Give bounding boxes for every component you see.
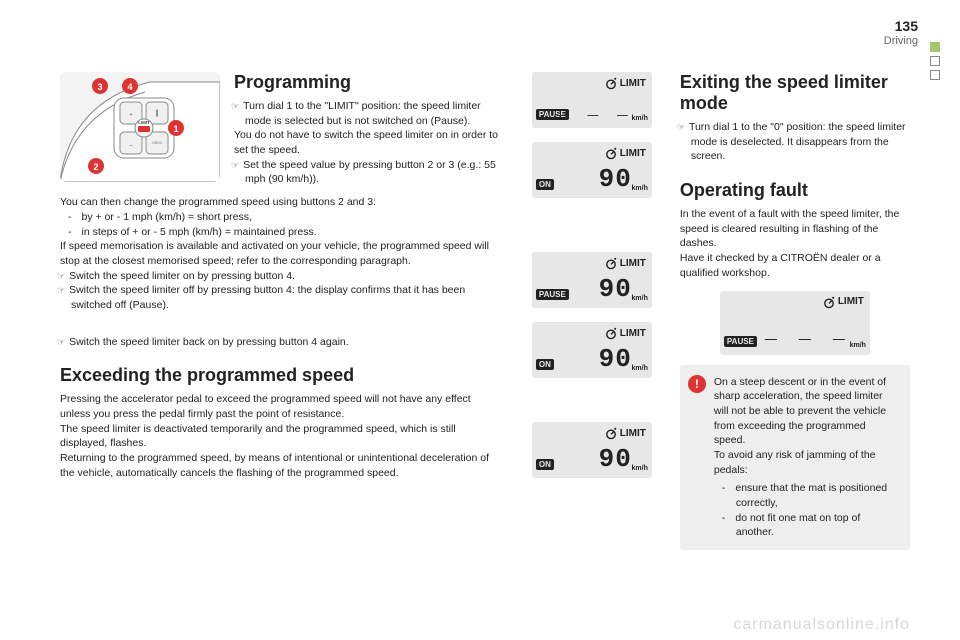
display-pause-90: LIMIT PAUSE 90 km/h — [532, 252, 652, 308]
programming-note: You do not have to switch the speed limi… — [234, 128, 504, 157]
page-header: 135 Driving — [884, 18, 918, 48]
exceeding-text: Returning to the programmed speed, by me… — [60, 451, 504, 480]
svg-text:3: 3 — [97, 82, 102, 92]
exceeding-text: Pressing the accelerator pedal to exceed… — [60, 392, 504, 421]
svg-text:∥: ∥ — [155, 109, 159, 117]
switch-step: Switch the speed limiter off by pressing… — [71, 283, 504, 312]
svg-text:1: 1 — [173, 124, 178, 134]
warning-box: ! On a steep descent or in the event of … — [680, 365, 910, 551]
display-on-90-again: LIMIT ON 90 km/h — [532, 322, 652, 378]
fault-text: In the event of a fault with the speed l… — [680, 207, 910, 251]
svg-text:MEM: MEM — [152, 140, 161, 145]
section-marker — [930, 42, 940, 84]
warning-text: On a steep descent or in the event of sh… — [714, 375, 898, 448]
display-on-90: LIMIT ON 90 km/h — [532, 142, 652, 198]
change-item: by + or - 1 mph (km/h) = short press, — [60, 210, 504, 225]
switch-step: Switch the speed limiter on by pressing … — [71, 269, 504, 284]
watermark: carmanualsonline.info — [733, 616, 910, 634]
exiting-heading: Exiting the speed limiter mode — [680, 72, 910, 114]
change-item: in steps of + or - 5 mph (km/h) = mainta… — [60, 225, 504, 240]
svg-text:−: − — [130, 143, 133, 149]
steering-wheel-diagram: + − ∥ MEM LIMIT 1 2 3 4 — [60, 72, 220, 182]
svg-text:+: + — [130, 112, 133, 118]
programming-heading: Programming — [234, 72, 504, 93]
fault-heading: Operating fault — [680, 180, 910, 201]
warning-item: ensure that the mat is positioned correc… — [714, 481, 898, 510]
exceeding-heading: Exceeding the programmed speed — [60, 365, 504, 386]
fault-text: Have it checked by a CITROËN dealer or a… — [680, 251, 910, 280]
warning-item: do not fit one mat on top of another. — [714, 511, 898, 540]
section-label: Driving — [884, 35, 918, 48]
svg-text:2: 2 — [93, 162, 98, 172]
display-pause-blank: LIMIT PAUSE _ _ _ km/h — [532, 72, 652, 128]
memorisation-note: If speed memorisation is available and a… — [60, 239, 504, 268]
programming-step: Turn dial 1 to the "LIMIT" position: the… — [245, 99, 504, 128]
warning-text: To avoid any risk of jamming of the peda… — [714, 448, 898, 477]
display-on-90-flash: LIMIT ON 90 km/h — [532, 422, 652, 478]
page-number: 135 — [884, 18, 918, 35]
svg-text:4: 4 — [127, 82, 132, 92]
svg-text:LIMIT: LIMIT — [138, 120, 150, 125]
exiting-step: Turn dial 1 to the "0" position: the spe… — [691, 120, 910, 164]
switch-back-step: Switch the speed limiter back on by pres… — [71, 335, 504, 350]
warning-icon: ! — [688, 375, 706, 393]
exceeding-text: The speed limiter is deactivated tempora… — [60, 422, 504, 451]
programming-step: Set the speed value by pressing button 2… — [245, 158, 504, 187]
display-fault: LIMIT PAUSE _ _ _ km/h — [720, 291, 870, 355]
change-intro: You can then change the programmed speed… — [60, 195, 504, 210]
